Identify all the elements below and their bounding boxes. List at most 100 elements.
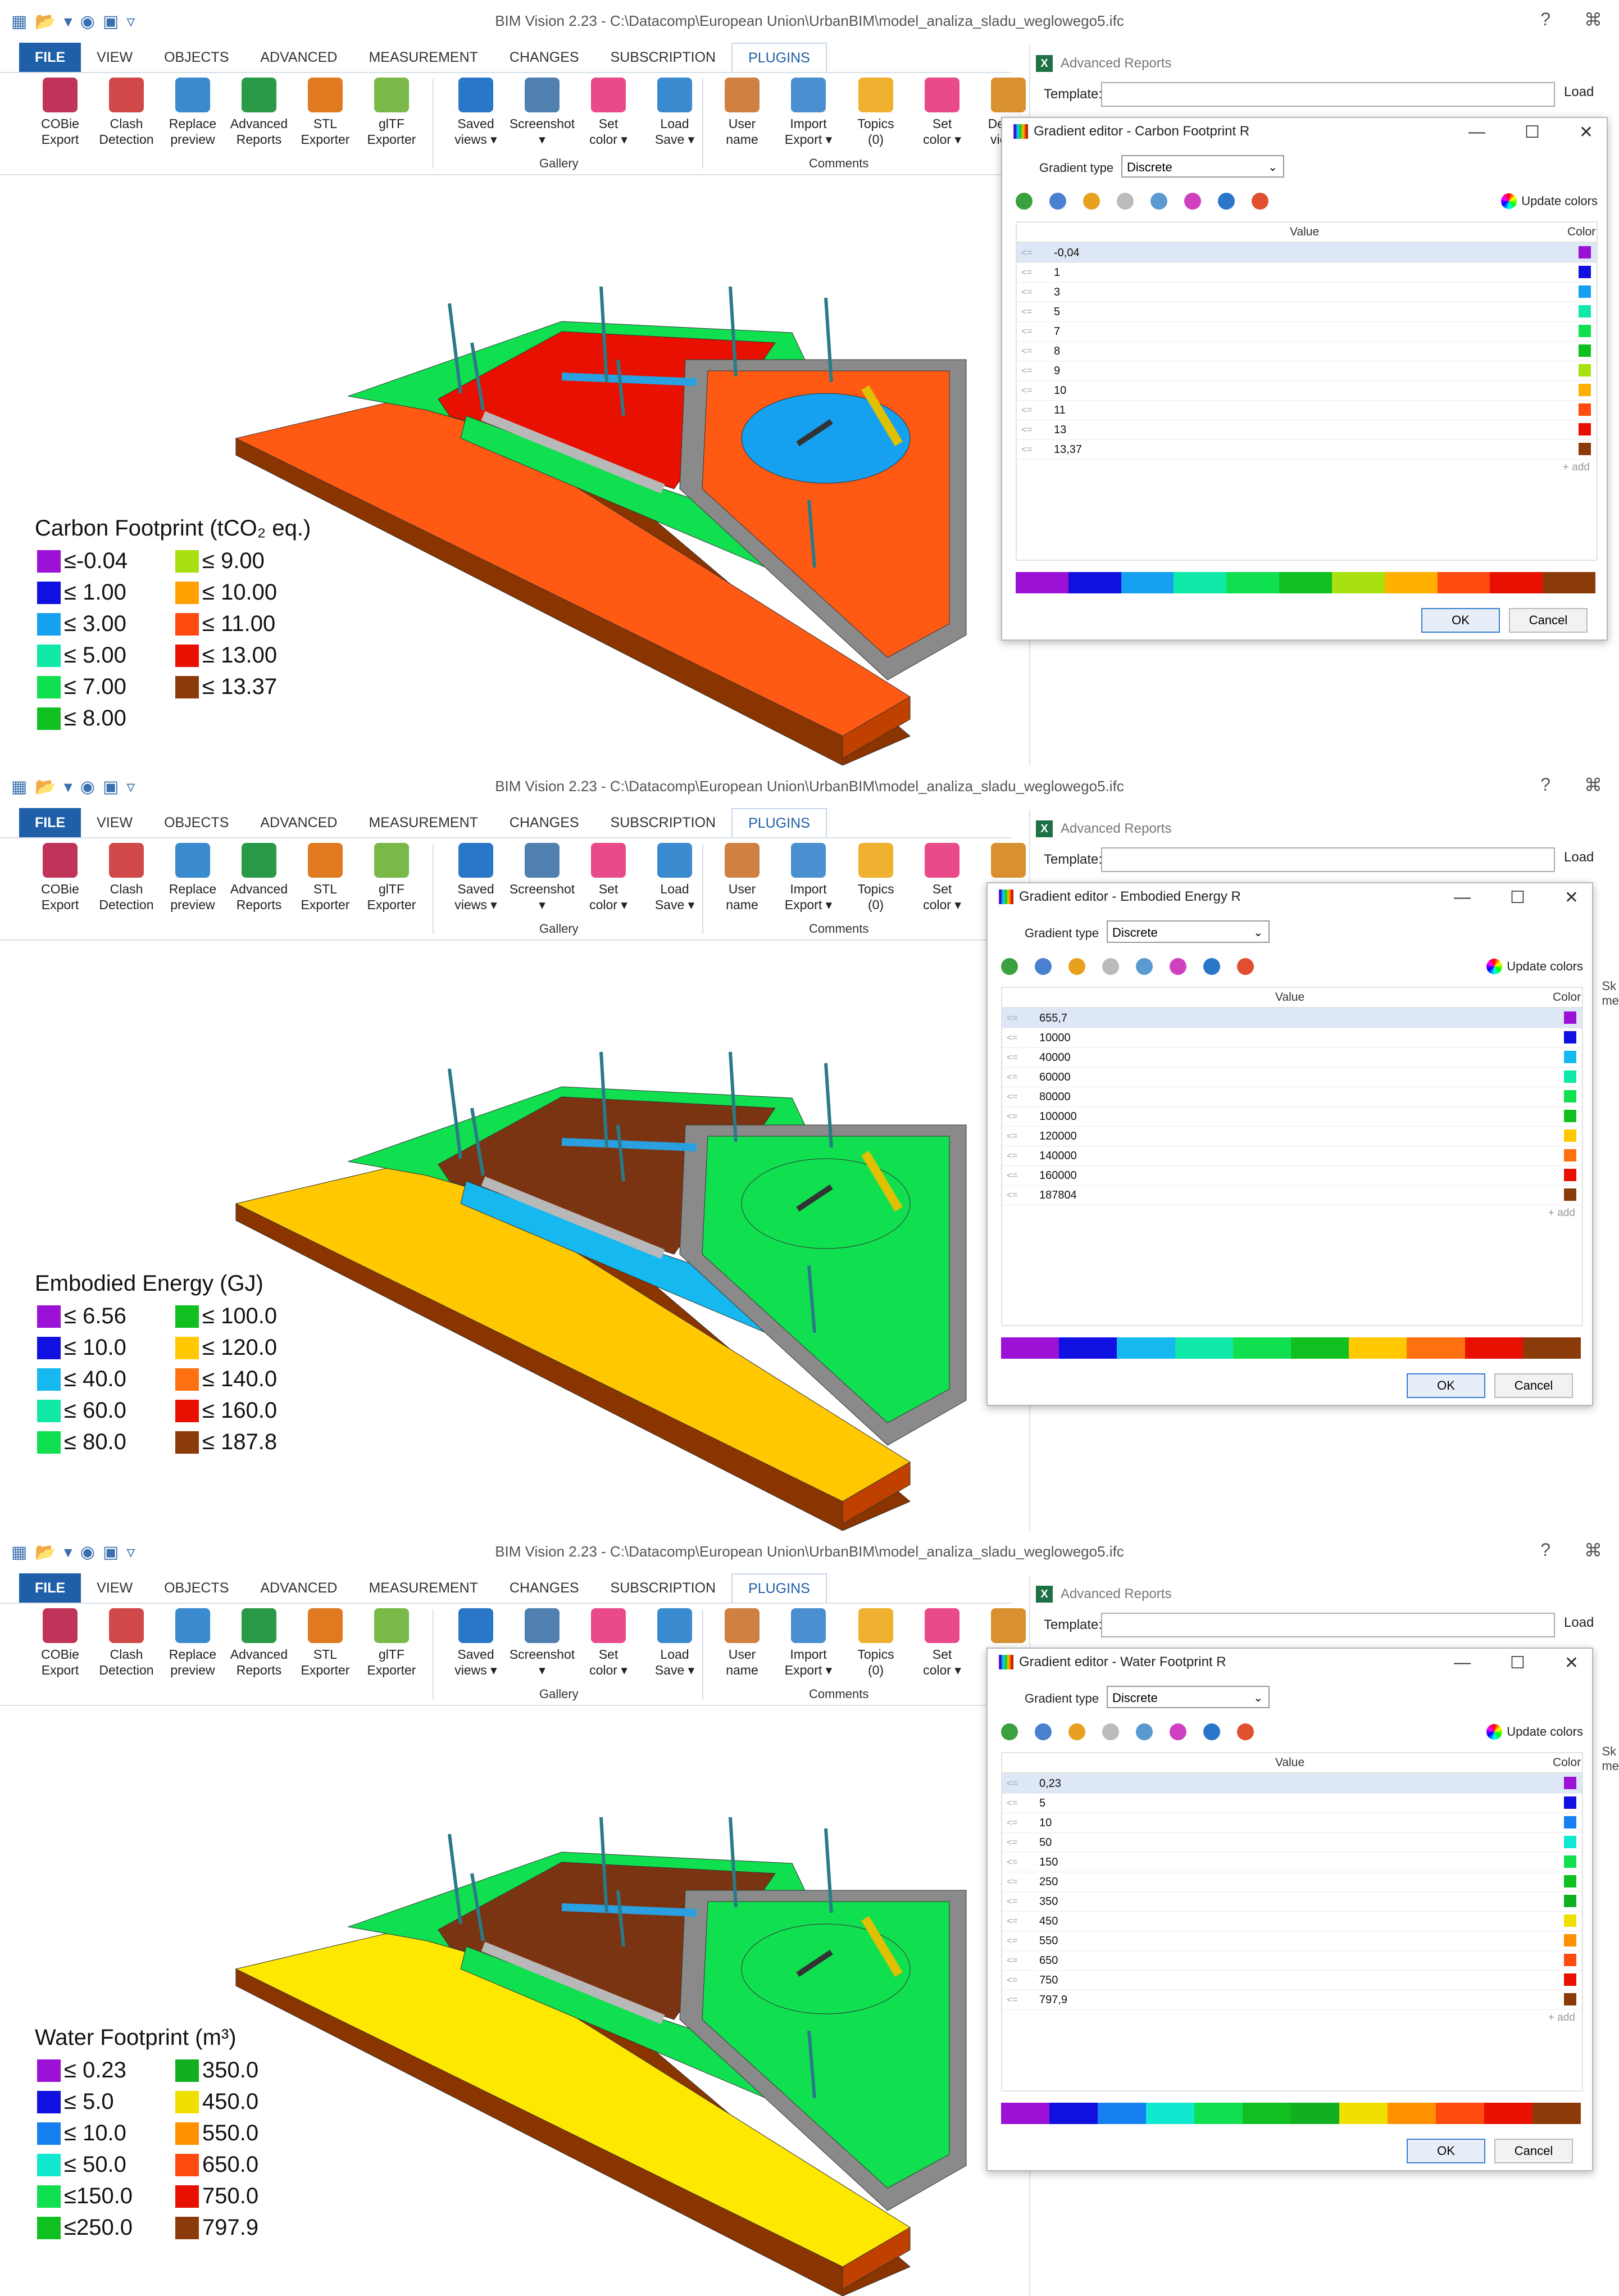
palette-icon[interactable] [1170, 958, 1186, 975]
color-cell[interactable] [1564, 1777, 1576, 1789]
restore-button[interactable]: ⌘ [1584, 1540, 1602, 1560]
value-cell[interactable]: 40000 [1039, 1051, 1071, 1064]
template-input[interactable] [1101, 82, 1555, 107]
topics-button[interactable]: Topics (0) [843, 78, 909, 147]
color-cell[interactable] [1564, 1110, 1576, 1122]
table-row[interactable]: <= 10 [1002, 1813, 1582, 1833]
topics-button[interactable]: Topics (0) [843, 843, 909, 913]
tab-changes[interactable]: CHANGES [509, 49, 579, 65]
customize-icon[interactable]: ▿ [126, 1542, 135, 1562]
color-cell[interactable] [1579, 325, 1591, 337]
table-row[interactable]: <= 187804 [1002, 1185, 1582, 1205]
user-button[interactable]: User name [709, 1608, 775, 1678]
tab-plugins[interactable]: PLUGINS [731, 43, 827, 72]
tab-subscription[interactable]: SUBSCRIPTION [610, 49, 716, 65]
sort-icon[interactable] [1252, 193, 1268, 210]
bcf-button[interactable]: Import Export ▾ [775, 78, 842, 147]
table-row[interactable]: <= 13 [1017, 420, 1597, 440]
color-cell[interactable] [1564, 1855, 1576, 1868]
add-icon[interactable] [1016, 193, 1033, 210]
table-row[interactable]: <= 13,37 [1017, 439, 1597, 460]
cobie-button[interactable]: COBie Export [27, 843, 93, 913]
tab-file[interactable]: FILE [19, 808, 81, 837]
table-row[interactable]: <= 10 [1017, 380, 1597, 401]
color-cell[interactable] [1564, 1011, 1576, 1024]
save-icon[interactable]: ▣ [102, 1542, 119, 1562]
3d-model-view[interactable] [0, 940, 1011, 1531]
add-row-link[interactable]: + add [1548, 1207, 1575, 1219]
value-cell[interactable]: 8 [1054, 345, 1061, 357]
update-colors-button[interactable]: Update colors [1486, 959, 1583, 974]
load-button[interactable]: Load [1564, 850, 1594, 865]
value-cell[interactable]: 797,9 [1039, 1994, 1068, 2006]
table-row[interactable]: <= 8 [1017, 341, 1597, 361]
load-save-button[interactable]: Load Save ▾ [642, 78, 708, 147]
tab-changes[interactable]: CHANGES [509, 814, 579, 831]
sort-icon[interactable] [1237, 958, 1254, 975]
tab-advanced[interactable]: ADVANCED [260, 814, 338, 831]
palette-icon[interactable] [1184, 193, 1201, 210]
tab-file[interactable]: FILE [19, 1573, 81, 1603]
stl-button[interactable]: STL Exporter [292, 843, 358, 913]
table-row[interactable]: <= 9 [1017, 361, 1597, 381]
move-down-icon[interactable] [1136, 1723, 1153, 1740]
ok-button[interactable]: OK [1421, 608, 1500, 633]
load-button[interactable]: Load [1564, 1615, 1594, 1630]
clash-button[interactable]: Clash Detection [93, 843, 160, 913]
tab-changes[interactable]: CHANGES [509, 1580, 579, 1596]
value-cell[interactable]: 150 [1039, 1856, 1058, 1868]
maximize-button[interactable]: ☐ [1509, 1654, 1525, 1672]
move-up-icon[interactable] [1102, 958, 1119, 975]
table-row[interactable]: <= 50 [1002, 1832, 1582, 1853]
close-button[interactable]: ✕ [1564, 888, 1579, 907]
value-cell[interactable]: 80000 [1039, 1091, 1071, 1103]
tab-measurement[interactable]: MEASUREMENT [369, 1580, 478, 1596]
color-cell[interactable] [1564, 1149, 1576, 1161]
tab-file[interactable]: FILE [19, 43, 81, 72]
brush-icon[interactable] [1068, 1723, 1085, 1740]
color-cell[interactable] [1579, 246, 1591, 258]
move-down-icon[interactable] [1150, 193, 1167, 210]
open-folder-icon[interactable]: 📂 [35, 12, 56, 31]
gradient-type-select[interactable]: Discrete ⌄ [1121, 155, 1284, 178]
grid-icon[interactable] [1203, 958, 1220, 975]
value-cell[interactable]: 10000 [1039, 1032, 1071, 1044]
value-cell[interactable]: 250 [1039, 1876, 1058, 1888]
value-cell[interactable]: 0,23 [1039, 1777, 1061, 1790]
clash-button[interactable]: Clash Detection [93, 1608, 160, 1678]
color-cell[interactable] [1579, 266, 1591, 278]
table-row[interactable]: <= 250 [1002, 1872, 1582, 1892]
color-cell[interactable] [1564, 1090, 1576, 1102]
color-cell[interactable] [1579, 305, 1591, 317]
value-cell[interactable]: 140000 [1039, 1150, 1077, 1162]
table-row[interactable]: <= 655,7 [1002, 1008, 1582, 1028]
color-cell[interactable] [1579, 403, 1591, 416]
table-row[interactable]: <= 750 [1002, 1970, 1582, 1990]
brush-icon[interactable] [1083, 193, 1100, 210]
table-row[interactable]: <= 7 [1017, 321, 1597, 342]
app-icon[interactable]: ▦ [11, 12, 28, 31]
value-cell[interactable]: 750 [1039, 1974, 1058, 1986]
color-cell[interactable] [1564, 1895, 1576, 1907]
gltf-button[interactable]: glTF Exporter [358, 843, 425, 913]
tab-view[interactable]: VIEW [97, 49, 133, 65]
color-cell[interactable] [1564, 1051, 1576, 1063]
maximize-button[interactable]: ☐ [1509, 888, 1525, 907]
viewport[interactable] [0, 940, 1011, 1531]
3d-model-view[interactable] [0, 174, 1011, 765]
table-row[interactable]: <= 120000 [1002, 1126, 1582, 1146]
app-icon[interactable]: ▦ [11, 777, 28, 796]
restore-button[interactable]: ⌘ [1584, 10, 1602, 30]
camera-button[interactable]: Screenshot ▾ [509, 1608, 575, 1678]
value-cell[interactable]: 1 [1054, 266, 1061, 279]
target-icon[interactable]: ◉ [80, 12, 95, 31]
table-row[interactable]: <= 40000 [1002, 1047, 1582, 1068]
color-cell[interactable] [1564, 1934, 1576, 1946]
customize-icon[interactable]: ▿ [126, 12, 135, 31]
set-color-button[interactable]: Set color ▾ [909, 78, 975, 147]
stl-button[interactable]: STL Exporter [292, 78, 358, 147]
table-row[interactable]: <= 0,23 [1002, 1773, 1582, 1794]
color-cell[interactable] [1564, 1816, 1576, 1828]
help-button[interactable]: ? [1540, 9, 1550, 29]
value-cell[interactable]: 60000 [1039, 1071, 1071, 1083]
